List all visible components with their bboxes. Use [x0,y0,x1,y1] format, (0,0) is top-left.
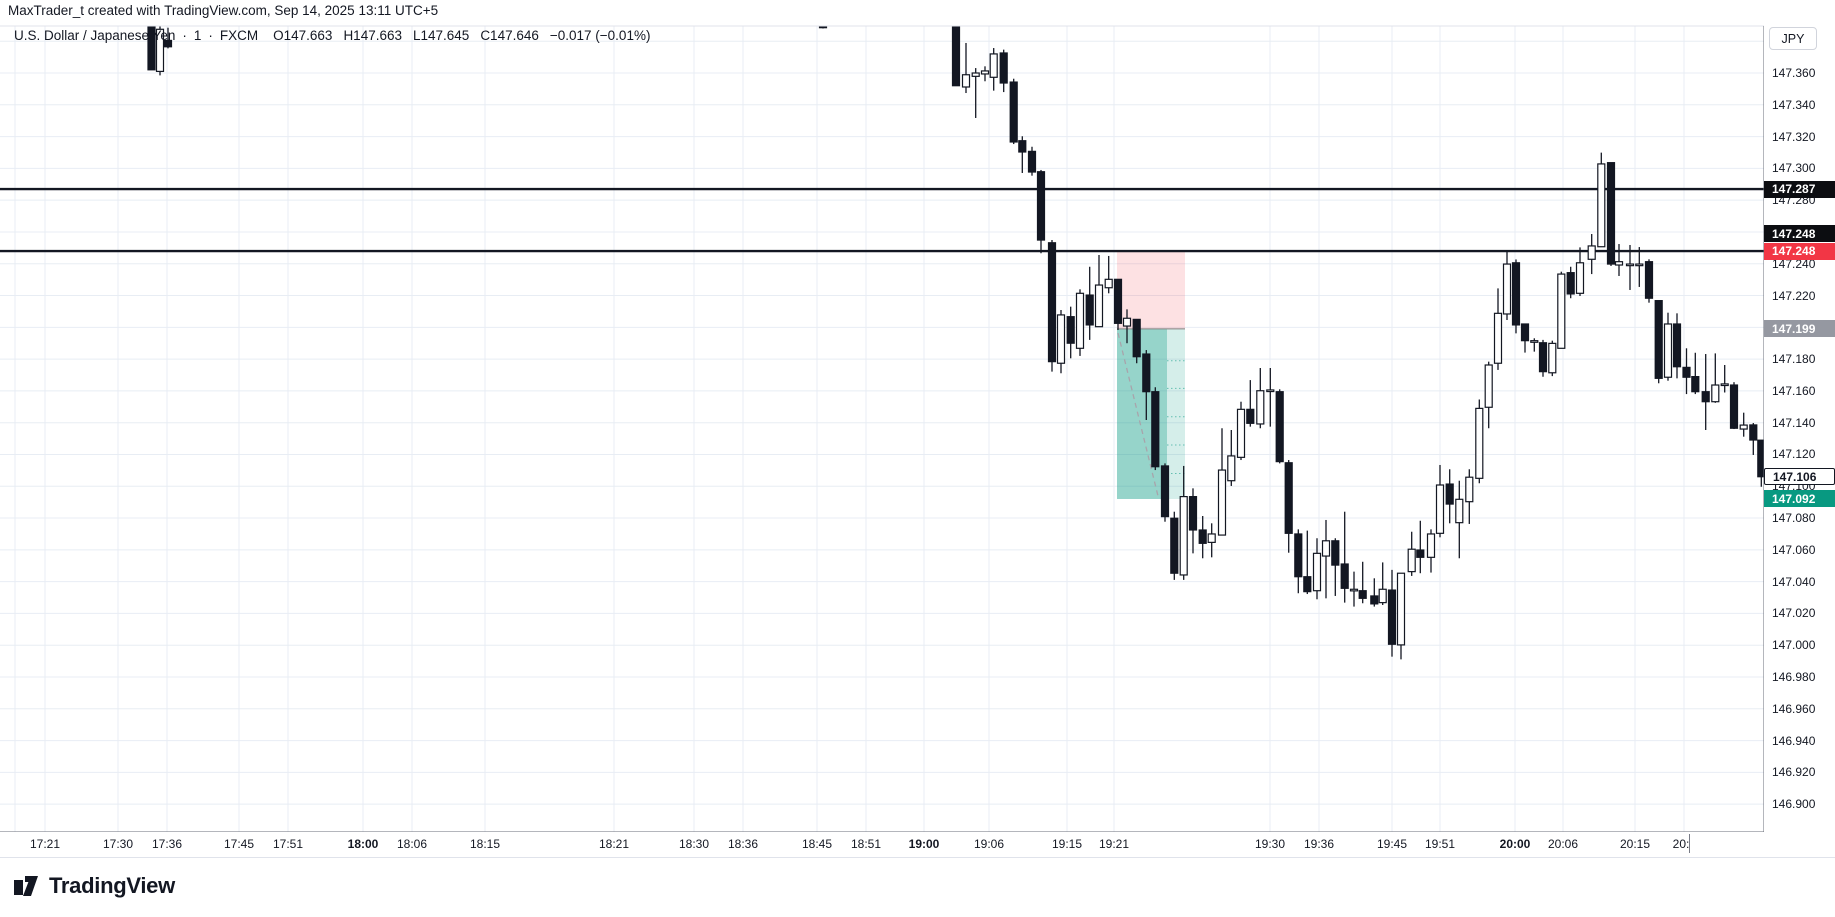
symbol-legend: U.S. Dollar / Japanese Yen · 1 · FXCM O1… [14,28,650,43]
price-tick-label: 146.900 [1772,797,1816,812]
time-label: 18:21 [598,837,630,851]
horizontal-ray-lines[interactable] [0,187,1764,253]
price-tick-label: 147.140 [1772,415,1816,430]
attribution-text: MaxTrader_t created with TradingView.com… [8,3,439,18]
time-label: 17:21 [29,837,61,851]
candles-series [147,26,1764,660]
interval-label[interactable]: 1 [193,28,202,43]
tradingview-logo[interactable]: TradingView [12,872,175,900]
time-label: 19:45 [1376,837,1408,851]
price-badge: 147.092 [1764,490,1835,508]
time-label: 19:21 [1098,837,1130,851]
time-label: 19:00 [908,837,940,851]
take-profit-zone-inner [1117,328,1167,499]
price-tick-label: 146.920 [1772,765,1816,780]
time-label: 17:30 [102,837,134,851]
ohlc-low: L147.645 [413,28,470,43]
time-label: 18:36 [727,837,759,851]
stop-loss-zone[interactable] [1117,251,1185,329]
price-tick-label: 147.360 [1772,66,1816,80]
time-axis[interactable]: 17:21 17:30 17:36 17:45 17:51 18:00 18:06 18:15… [0,832,1835,858]
price-tick-label: 147.000 [1772,638,1816,653]
legend-separator: · [208,28,213,43]
time-label: 18:15 [469,837,501,851]
price-tick-label: 147.020 [1772,606,1816,621]
time-label: 19:06 [973,837,1005,851]
price-badge: 147.248 [1764,225,1835,243]
currency-badge[interactable]: JPY [1769,27,1817,50]
price-tick-label: 147.300 [1772,161,1816,176]
price-badge: 147.248 [1764,242,1835,260]
change-value: −0.017 (−0.01%) [549,28,651,43]
price-badge: 147.287 [1764,180,1835,198]
time-label: 18:51 [850,837,882,851]
price-badge: 147.106 [1764,468,1835,486]
time-label: 20:15 [1619,837,1651,851]
price-tick-label: 147.180 [1772,352,1816,367]
time-label: 19:51 [1424,837,1456,851]
price-tick-label: 147.340 [1772,97,1816,112]
time-label: 20:06 [1547,837,1579,851]
time-label: 17:45 [223,837,255,851]
time-label: 18:30 [678,837,710,851]
pane-borders [0,25,1765,857]
tradingview-wordmark: TradingView [49,873,175,898]
time-label: 20:00 [1499,837,1531,851]
symbol-name[interactable]: U.S. Dollar / Japanese Yen [14,28,176,43]
time-label: 20: [1672,837,1690,851]
price-tick-label: 146.940 [1772,733,1816,748]
price-tick-label: 147.040 [1772,574,1816,589]
exchange-label[interactable]: FXCM [219,28,259,43]
time-label: 19:36 [1303,837,1335,851]
time-label: 19:15 [1051,837,1083,851]
time-label: 18:06 [396,837,428,851]
time-label: 18:00 [347,837,379,851]
price-tick-label: 146.980 [1772,670,1816,684]
ohlc-close: C147.646 [480,28,539,43]
price-badge: 147.199 [1764,320,1835,338]
grid-lines [0,26,1764,832]
price-tick-label: 147.220 [1772,288,1816,303]
price-tick-label: 147.120 [1772,447,1816,462]
price-tick-label: 147.240 [1772,256,1816,271]
time-label: 17:51 [272,837,304,851]
take-profit-zone[interactable] [1117,328,1185,499]
axis-corner-divider [1689,834,1690,853]
price-tick-label: 146.960 [1772,701,1816,716]
time-label: 18:45 [801,837,833,851]
short-position-tool[interactable] [1117,251,1185,499]
ohlc-open: O147.663 [273,28,333,43]
ohlc-high: H147.663 [343,28,402,43]
price-tick-label: 147.320 [1772,129,1816,144]
dashed-trendline[interactable] [1117,332,1159,497]
tradingview-logo-icon [14,876,38,896]
time-label: 19:30 [1254,837,1286,851]
legend-separator: · [182,28,187,43]
time-label: 17:36 [151,837,183,851]
price-tick-label: 147.160 [1772,383,1816,398]
price-tick-label: 147.060 [1772,542,1816,557]
price-axis[interactable]: JPY 147.360 147.340 147.320 147.300 147.280 1… [1764,0,1835,917]
price-tick-label: 147.080 [1772,511,1816,526]
